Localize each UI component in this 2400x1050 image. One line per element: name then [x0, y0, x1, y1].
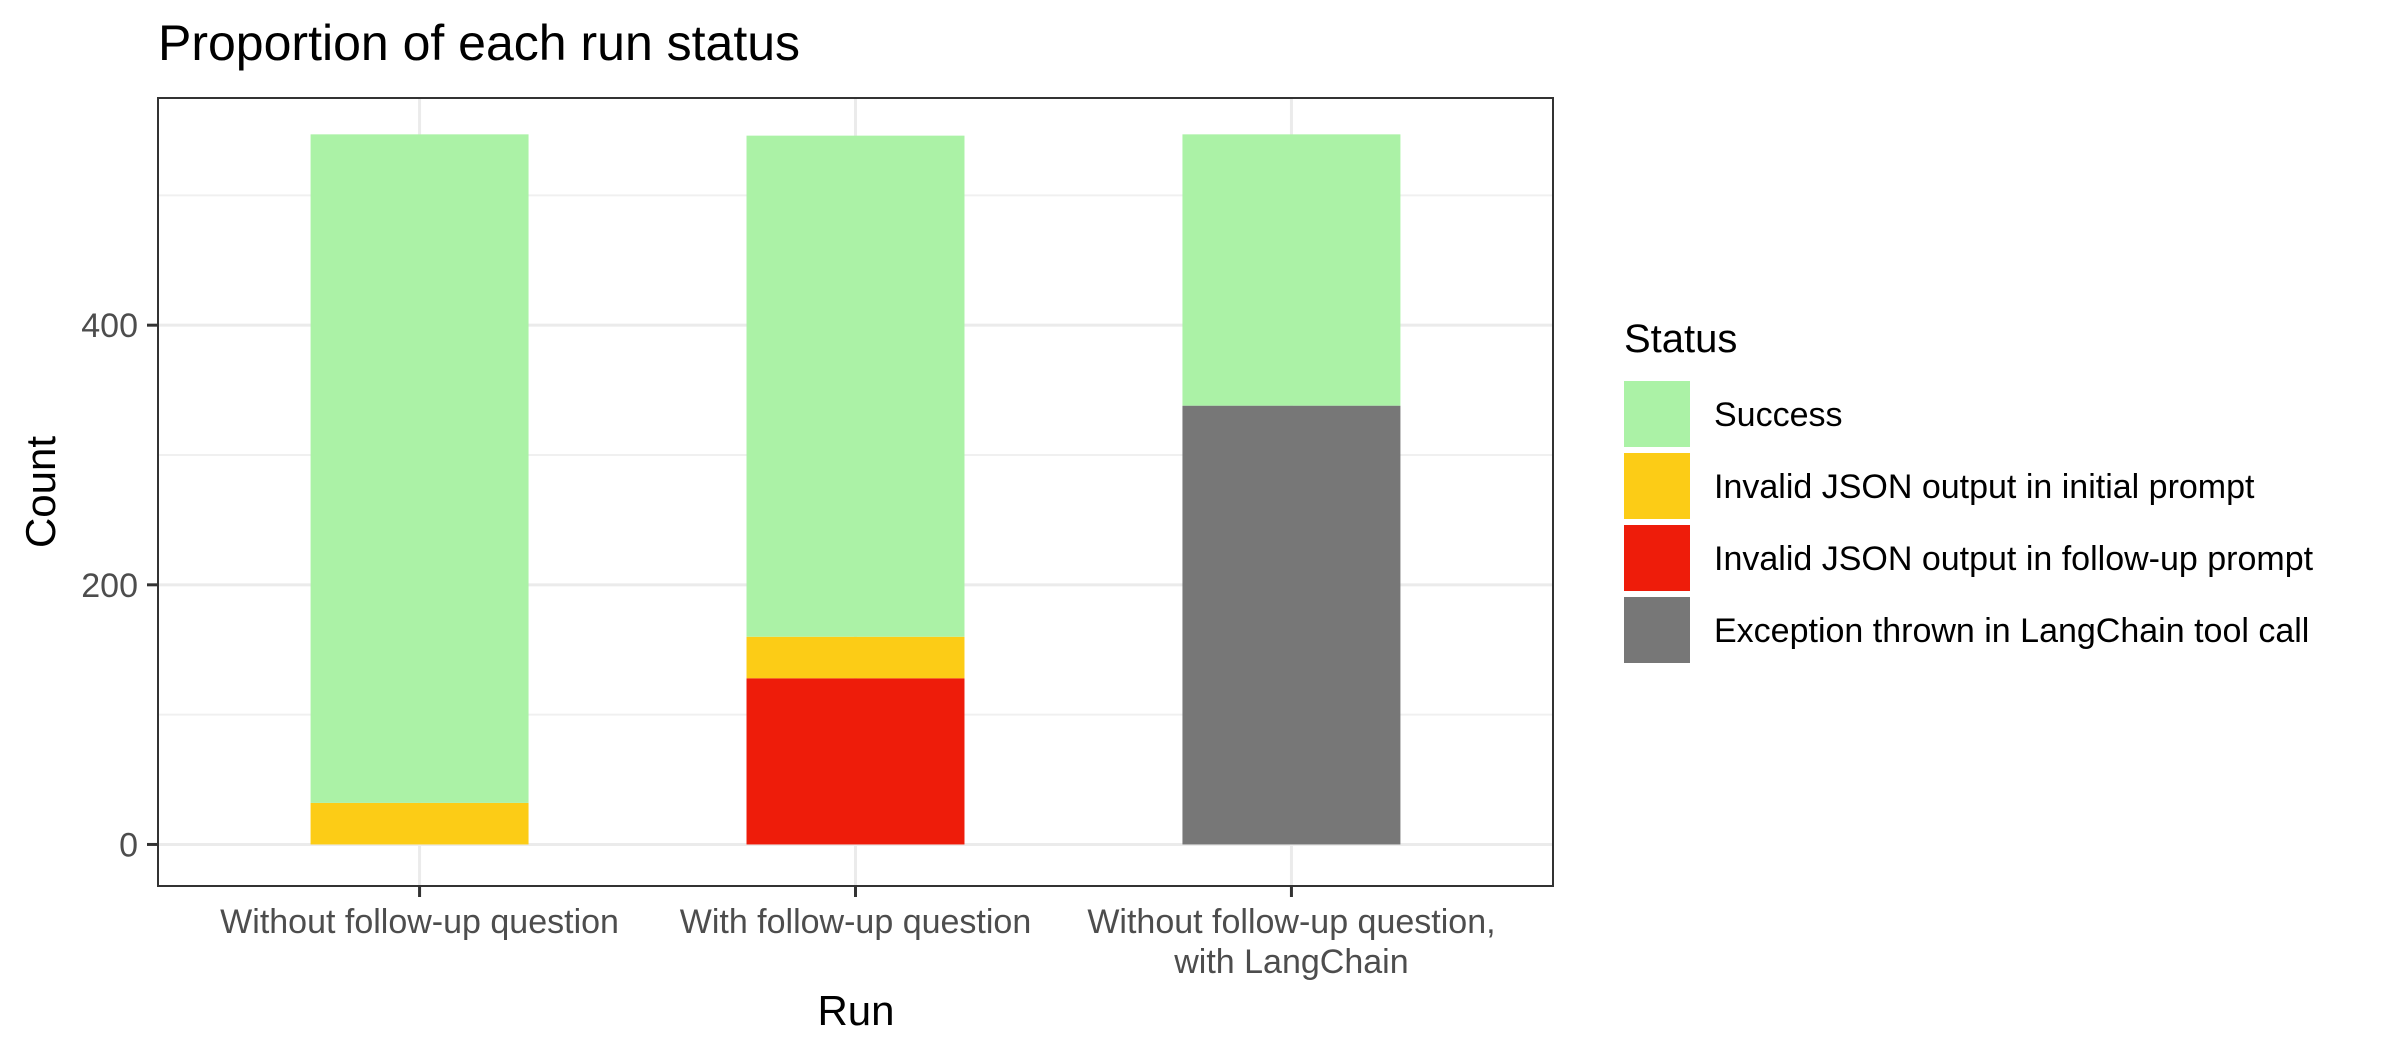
x-tick-label: Without follow-up question, with LangChai…: [1087, 903, 1495, 981]
legend-items: Success Invalid JSON output in initial pr…: [1624, 381, 2314, 663]
legend: Status Success Invalid JSON output in ini…: [1624, 317, 2314, 663]
y-axis-title: Count: [17, 436, 64, 548]
x-tick-label: With follow-up question: [680, 903, 1032, 941]
legend-key: [1624, 525, 1690, 591]
bar-segment: [1182, 405, 1401, 845]
x-tick-label: Without follow-up question: [220, 903, 619, 941]
bars: [310, 134, 1401, 845]
chart-title: Proportion of each run status: [158, 15, 800, 71]
bar-segment: [746, 636, 965, 679]
legend-label: Invalid JSON output in follow-up prompt: [1714, 540, 2314, 578]
legend-key: [1624, 453, 1690, 519]
y-tick-label: 400: [81, 307, 138, 345]
y-tick-label: 200: [81, 567, 138, 605]
legend-label: Exception thrown in LangChain tool call: [1714, 612, 2309, 650]
legend-label: Invalid JSON output in initial prompt: [1714, 468, 2255, 506]
bar-segment: [746, 678, 965, 845]
legend-key: [1624, 381, 1690, 447]
x-axis: Without follow-up question With follow-up…: [220, 886, 1496, 981]
plot-panel: [157, 97, 1554, 887]
legend-key: [1624, 597, 1690, 663]
x-axis-title: Run: [817, 987, 894, 1034]
legend-title: Status: [1624, 317, 1737, 361]
bar-segment: [746, 135, 965, 637]
y-axis: 0 200 400: [81, 307, 158, 864]
legend-label: Success: [1714, 396, 1843, 434]
bar-segment: [1182, 134, 1401, 406]
bar-segment: [310, 802, 529, 845]
bar-segment: [310, 134, 529, 803]
y-tick-label: 0: [119, 826, 138, 864]
